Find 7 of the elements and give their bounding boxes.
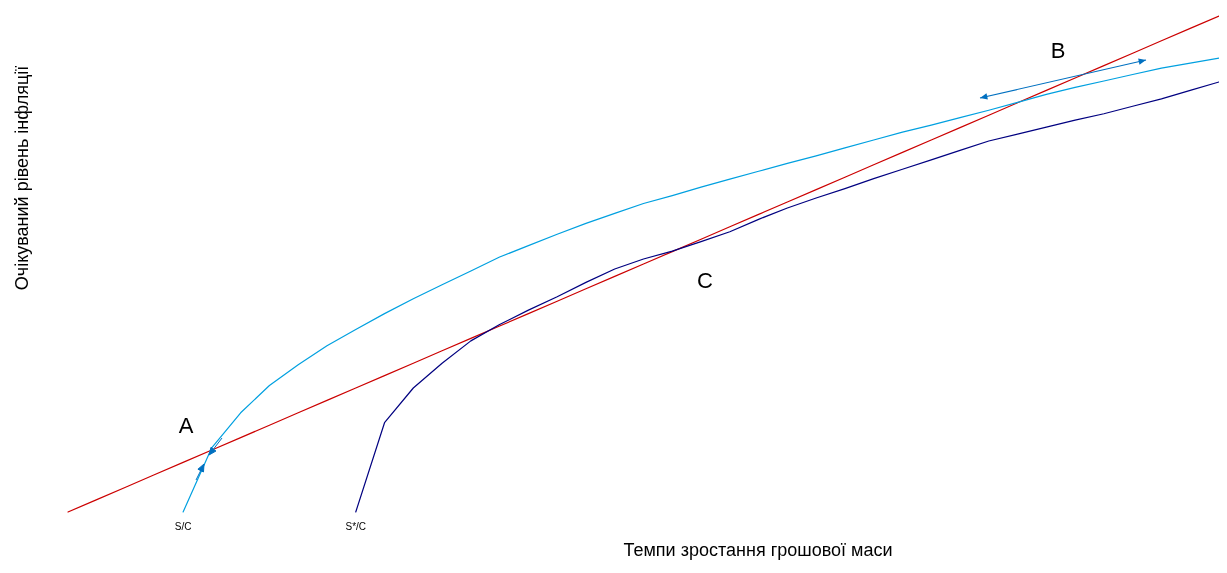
x-axis-title: Темпи зростання грошової маси — [623, 540, 893, 560]
series-label: S/C — [174, 521, 192, 532]
series-label: S*/C — [345, 521, 367, 532]
annotation: C — [697, 268, 714, 293]
y-axis-title: Очікуваний рівень інфляції — [12, 65, 32, 291]
annotation: B — [1050, 38, 1066, 63]
annotation: A — [178, 413, 194, 438]
